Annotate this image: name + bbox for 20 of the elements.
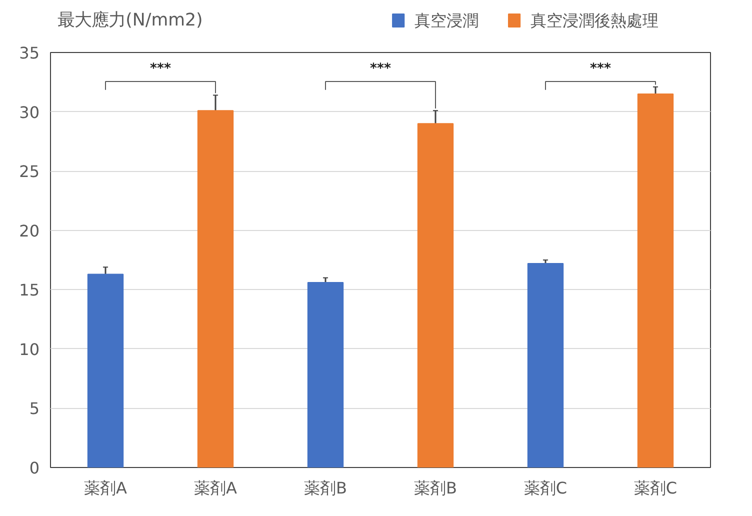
- annotation: ***: [590, 62, 611, 77]
- y-tick-label: 30: [19, 102, 40, 122]
- y-tick-label: 20: [19, 221, 40, 240]
- x-tick-label: 薬剤C: [634, 478, 678, 498]
- y-tick-label: 0: [29, 458, 40, 478]
- y-tick-label: 35: [19, 44, 40, 62]
- x-tick-label: 薬剤C: [524, 478, 568, 498]
- x-tick-label: 薬剤B: [304, 478, 347, 498]
- x-tick-label: 薬剤A: [194, 478, 238, 498]
- legend-label: 真空浸潤: [414, 11, 478, 30]
- y-tick-label: 25: [19, 162, 40, 182]
- x-tick-label: 薬剤B: [414, 478, 457, 498]
- y-tick-label: 5: [29, 399, 40, 418]
- y-tick-label: 10: [19, 340, 40, 359]
- legend-label: 真空浸潤後熱處理: [530, 11, 658, 30]
- annotation: ***: [370, 62, 391, 77]
- x-tick-label: 薬剤A: [84, 478, 128, 498]
- annotation: ***: [150, 62, 171, 77]
- y-axis-title: 最大應力(N/mm2): [58, 10, 203, 30]
- y-tick-label: 15: [19, 280, 40, 300]
